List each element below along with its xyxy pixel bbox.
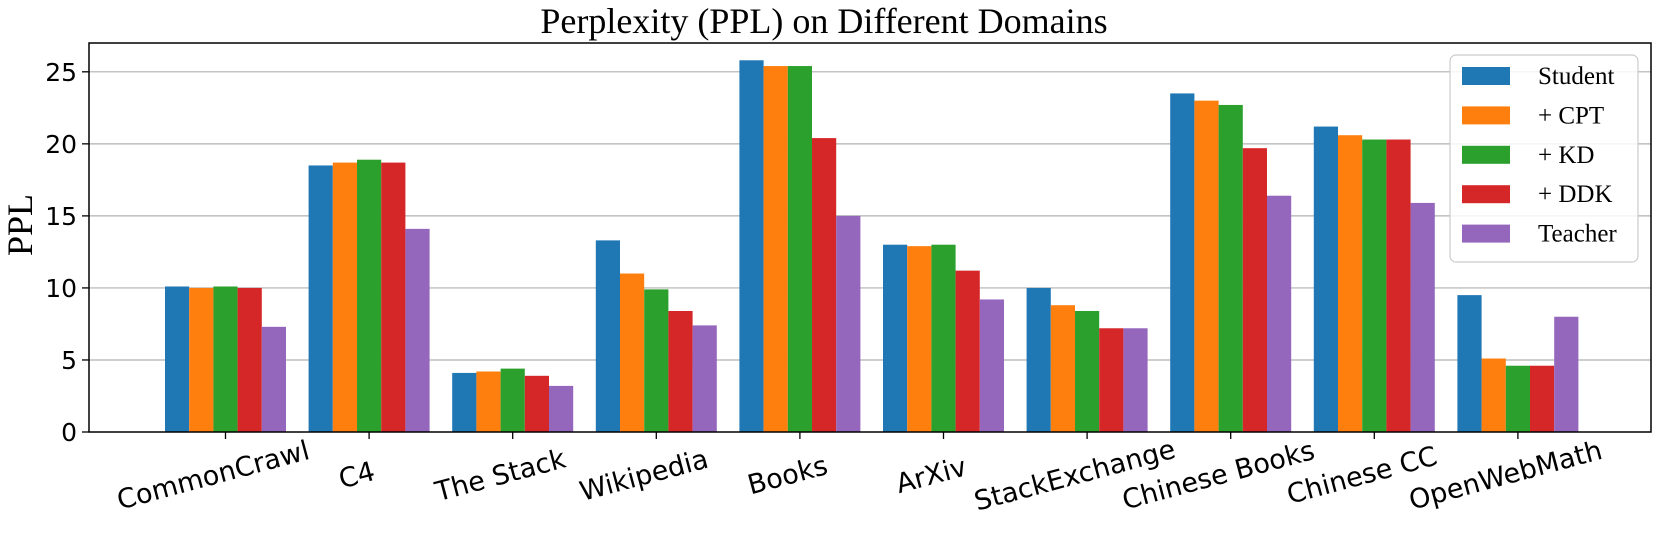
bar (763, 66, 788, 432)
bar (620, 273, 645, 432)
bar (644, 289, 669, 432)
y-tick-label: 0 (61, 418, 77, 447)
bar (1242, 148, 1267, 432)
bar (357, 159, 382, 432)
bar (332, 162, 357, 432)
legend-label: + DDK (1538, 181, 1613, 208)
bar (405, 228, 430, 432)
y-tick-label: 15 (45, 202, 77, 231)
y-tick-label: 10 (45, 274, 77, 303)
bar (1123, 328, 1148, 432)
legend-label: Teacher (1538, 221, 1617, 248)
bar (1338, 135, 1363, 433)
legend-swatch (1462, 106, 1510, 125)
bars (165, 60, 1579, 433)
bar (165, 286, 190, 432)
bar (1026, 287, 1051, 432)
y-axis-label: PPL (0, 194, 40, 256)
bar (476, 371, 501, 432)
bar (787, 66, 812, 432)
legend-label: + CPT (1538, 102, 1604, 129)
x-tick-label: CommonCrawl (114, 435, 313, 516)
y-axis-ticks: 0 5 10 15 20 25 (45, 58, 89, 447)
bar (668, 310, 693, 432)
bar (1075, 310, 1100, 432)
bar-group (1026, 287, 1148, 432)
bar (907, 246, 932, 432)
bar (1530, 365, 1555, 432)
bar-group (883, 244, 1004, 432)
bar (1194, 100, 1219, 432)
chart-title: Perplexity (PPL) on Different Domains (540, 1, 1107, 41)
bar (1410, 202, 1435, 432)
bar (1386, 139, 1411, 432)
bar (524, 375, 549, 432)
bar (836, 215, 861, 432)
legend-label: + KD (1538, 142, 1594, 169)
bar (1170, 93, 1195, 432)
x-tick-label: Books (744, 450, 831, 501)
bar-group (308, 159, 430, 433)
bar-group (1313, 126, 1435, 433)
legend-swatch (1462, 224, 1510, 243)
bar (237, 287, 262, 432)
bar (1362, 139, 1387, 432)
bar-group (165, 286, 286, 432)
bar (1505, 365, 1530, 432)
x-tick-label: OpenWebMath (1406, 435, 1606, 516)
bar (955, 270, 980, 432)
bar (1457, 295, 1482, 432)
bar (979, 299, 1004, 432)
x-tick-label: C4 (335, 456, 378, 495)
bar (452, 372, 477, 432)
bar (739, 60, 764, 433)
bar-group (452, 368, 574, 432)
bar (1267, 195, 1292, 432)
bar (261, 326, 286, 432)
legend-swatch (1462, 145, 1510, 164)
x-tick-label: ArXiv (893, 452, 970, 500)
bar (1050, 305, 1075, 432)
bar (213, 286, 238, 432)
bar (595, 240, 620, 432)
x-tick-label: The Stack (431, 443, 569, 508)
y-tick-label: 20 (45, 130, 77, 159)
plot-area-frame (88, 42, 1652, 433)
bar (883, 244, 908, 432)
legend-label: Student (1538, 63, 1614, 90)
bar (1554, 316, 1579, 432)
legend-swatch (1462, 67, 1510, 85)
bar-group (1457, 295, 1579, 432)
y-tick-label: 5 (61, 346, 77, 375)
y-tick-label: 25 (45, 58, 77, 87)
bar-group (1170, 93, 1292, 433)
bar (1481, 358, 1506, 432)
x-axis-ticks: CommonCrawl C4 The Stack Wikipedia Books ArXi… (114, 432, 1606, 518)
bar (931, 244, 956, 432)
bar (812, 138, 837, 433)
bar (1313, 126, 1338, 433)
bar-group (595, 240, 717, 432)
bar (1099, 328, 1124, 432)
bar (692, 325, 717, 432)
bar (308, 165, 333, 433)
x-tick-label: Wikipedia (576, 444, 711, 508)
bar (500, 368, 525, 432)
bar (189, 287, 214, 432)
bar (549, 385, 574, 432)
bar (381, 162, 406, 432)
legend: Student + CPT + KD + DDK Teacher (1449, 54, 1639, 263)
bar-group (739, 60, 861, 433)
bar (1218, 104, 1243, 433)
legend-swatch (1462, 185, 1510, 204)
